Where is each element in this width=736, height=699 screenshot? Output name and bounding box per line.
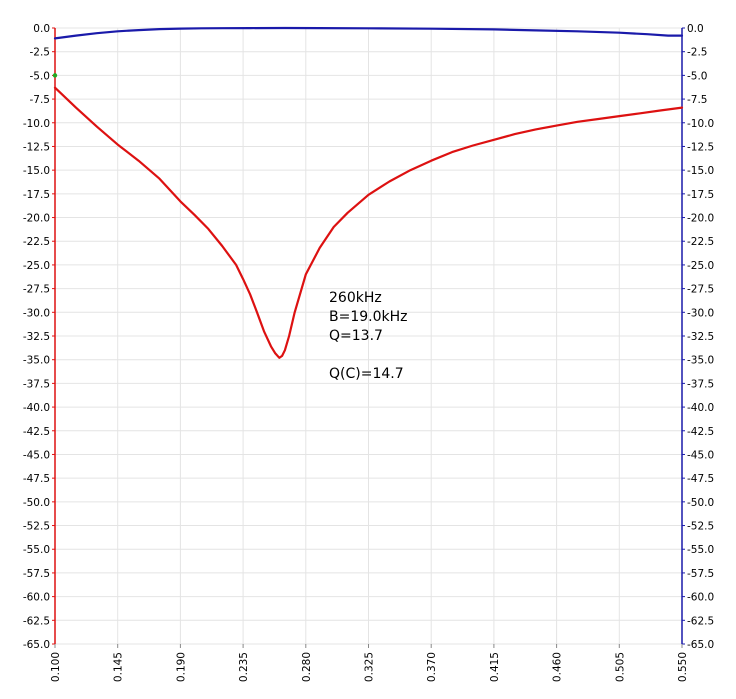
y-tick-label-left: -7.5	[30, 94, 51, 106]
y-tick-label-right: -22.5	[687, 236, 714, 248]
y-tick-label-right: -15.0	[687, 165, 714, 177]
x-tick-label: 0.550	[677, 652, 689, 682]
y-tick-label-right: -42.5	[687, 426, 714, 438]
y-tick-label-right: -40.0	[687, 402, 714, 414]
y-tick-label-left: -2.5	[30, 47, 51, 59]
y-tick-label-right: -47.5	[687, 473, 714, 485]
y-tick-label-left: -32.5	[23, 331, 50, 343]
y-tick-label-left: 0.0	[33, 23, 50, 35]
y-tick-label-right: -7.5	[687, 94, 708, 106]
y-tick-label-left: -12.5	[23, 141, 50, 153]
y-tick-label-left: -57.5	[23, 568, 50, 580]
y-tick-label-right: -27.5	[687, 284, 714, 296]
y-tick-label-right: -2.5	[687, 47, 708, 59]
annotation-q-c: Q(C)=14.7	[329, 366, 404, 382]
annotation-q: Q=13.7	[329, 328, 383, 344]
x-tick-label: 0.280	[301, 652, 313, 682]
y-tick-label-right: -57.5	[687, 568, 714, 580]
y-tick-label-left: -17.5	[23, 189, 50, 201]
y-tick-label-left: -47.5	[23, 473, 50, 485]
y-tick-label-left: -55.0	[23, 544, 50, 556]
y-tick-label-left: -5.0	[30, 70, 51, 82]
x-tick-label: 0.460	[552, 652, 564, 682]
y-tick-label-right: -37.5	[687, 378, 714, 390]
y-tick-label-left: -60.0	[23, 592, 50, 604]
y-tick-label-left: -37.5	[23, 378, 50, 390]
marker-left-start	[52, 73, 58, 78]
axes	[52, 27, 685, 648]
x-tick-label: 0.325	[364, 652, 376, 682]
y-tick-label-right: -32.5	[687, 331, 714, 343]
y-tick-label-right: -62.5	[687, 615, 714, 627]
y-tick-label-left: -10.0	[23, 118, 50, 130]
y-tick-label-left: -52.5	[23, 521, 50, 533]
y-tick-label-left: -65.0	[23, 639, 50, 651]
x-tick-label: 0.235	[238, 652, 250, 682]
y-tick-label-left: -20.0	[23, 213, 50, 225]
y-tick-label-right: -12.5	[687, 141, 714, 153]
y-tick-label-left: -27.5	[23, 284, 50, 296]
y-tick-label-right: -20.0	[687, 213, 714, 225]
annotation-block: 260kHz B=19.0kHz Q=13.7 Q(C)=14.7	[329, 290, 408, 382]
y-tick-label-right: -52.5	[687, 521, 714, 533]
series	[52, 26, 684, 359]
y-tick-label-right: -60.0	[687, 592, 714, 604]
y-tick-label-right: -45.0	[687, 449, 714, 461]
y-tick-label-right: -17.5	[687, 189, 714, 201]
y-tick-label-right: -55.0	[687, 544, 714, 556]
y-tick-label-right: -50.0	[687, 497, 714, 509]
x-tick-label: 0.505	[614, 652, 626, 682]
x-tick-label: 0.370	[426, 652, 438, 682]
series-line-0	[53, 86, 684, 359]
x-tick-label: 0.415	[489, 652, 501, 682]
y-tick-label-left: -25.0	[23, 260, 50, 272]
y-tick-label-right: -35.0	[687, 355, 714, 367]
y-tick-label-left: -40.0	[23, 402, 50, 414]
y-tick-label-right: -30.0	[687, 307, 714, 319]
annotation-bandwidth: B=19.0kHz	[329, 309, 408, 325]
annotation-frequency: 260kHz	[329, 290, 382, 306]
y-tick-label-left: -30.0	[23, 307, 50, 319]
y-tick-label-left: -45.0	[23, 449, 50, 461]
series-line-1	[53, 26, 684, 40]
y-tick-label-left: -62.5	[23, 615, 50, 627]
y-tick-label-left: -22.5	[23, 236, 50, 248]
y-tick-label-right: 0.0	[687, 23, 704, 35]
x-tick-label: 0.100	[50, 652, 62, 682]
y-tick-label-left: -42.5	[23, 426, 50, 438]
y-tick-label-right: -5.0	[687, 70, 708, 82]
y-tick-label-left: -15.0	[23, 165, 50, 177]
tick-labels: 0.0 -2.5 -5.0 -7.5 -10.0 -12.5 -15.0 -17.5 -20.0…	[23, 23, 714, 682]
x-tick-label: 0.190	[175, 652, 187, 682]
y-tick-label-right: -10.0	[687, 118, 714, 130]
y-tick-label-left: -50.0	[23, 497, 50, 509]
y-tick-label-right: -25.0	[687, 260, 714, 272]
y-tick-label-left: -35.0	[23, 355, 50, 367]
y-tick-label-right: -65.0	[687, 639, 714, 651]
x-tick-label: 0.145	[113, 652, 125, 682]
